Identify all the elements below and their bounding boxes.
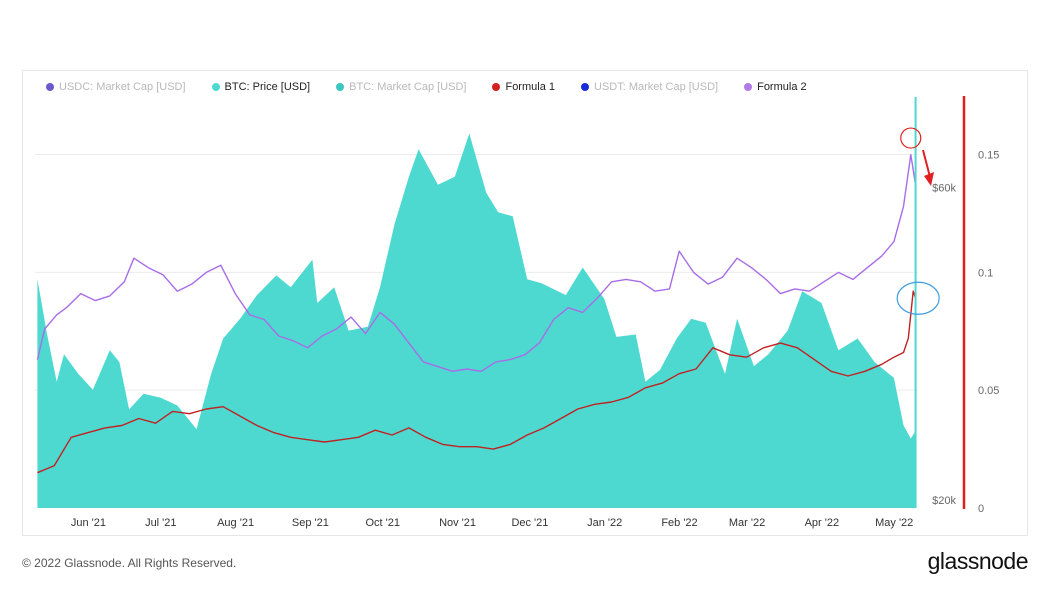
- glassnode-logo[interactable]: glassnode: [927, 548, 1029, 574]
- x-tick-label: Mar '22: [729, 517, 765, 529]
- y-right-tick-label: 0: [978, 503, 984, 515]
- x-tick-label: Jul '21: [145, 517, 176, 529]
- copyright-text: © 2022 Glassnode. All Rights Reserved.: [22, 556, 237, 570]
- x-tick-label: May '22: [875, 517, 913, 529]
- legend-label: USDT: Market Cap [USD]: [594, 81, 719, 93]
- legend-label: BTC: Market Cap [USD]: [349, 81, 467, 93]
- annotation-arrow-head: [924, 172, 934, 186]
- legend-dot-icon: [581, 83, 589, 91]
- formula-1-line: [37, 290, 917, 474]
- chart-frame: [22, 70, 1028, 536]
- legend-label: Formula 1: [505, 81, 555, 93]
- legend-dot-icon: [744, 83, 753, 91]
- legend-dot-icon: [336, 83, 345, 91]
- btc-price-area: [37, 133, 916, 508]
- x-tick-label: Aug '21: [217, 517, 254, 529]
- y-right-tick-label: 0.15: [978, 150, 999, 162]
- legend-dot-icon: [46, 83, 54, 91]
- x-tick-label: Apr '22: [805, 517, 840, 529]
- x-tick-label: Oct '21: [366, 517, 401, 529]
- y-left-tick-label: $20k: [932, 495, 956, 507]
- annotation-arrow-shaft: [922, 149, 931, 178]
- legend-item-3[interactable]: Formula 1: [492, 79, 555, 95]
- annotation-circle-blue: [896, 281, 940, 315]
- legend: USDC: Market Cap [USD] BTC: Price [USD] BT…: [46, 79, 833, 95]
- formula-2-line: [36, 153, 917, 372]
- x-tick-label: Nov '21: [439, 517, 476, 529]
- legend-item-4[interactable]: USDT: Market Cap [USD]: [581, 79, 718, 95]
- x-tick-label: Feb '22: [661, 517, 697, 529]
- y-right-tick-label: 0.05: [978, 385, 999, 397]
- legend-dot-icon: [211, 83, 220, 91]
- legend-dot-icon: [492, 83, 501, 91]
- x-tick-label: Sep '21: [292, 517, 329, 529]
- x-tick-label: Jan '22: [587, 517, 622, 529]
- legend-label: USDC: Market Cap [USD]: [59, 81, 186, 93]
- legend-label: BTC: Price [USD]: [224, 81, 311, 93]
- x-tick-label: Jun '21: [71, 517, 106, 529]
- y-left-tick-label: $60k: [932, 183, 956, 195]
- x-tick-label: Dec '21: [511, 517, 548, 529]
- y-right-tick-label: 0.1: [978, 267, 993, 279]
- legend-item-5[interactable]: Formula 2: [744, 79, 807, 95]
- legend-item-0[interactable]: USDC: Market Cap [USD]: [46, 79, 186, 95]
- legend-item-1[interactable]: BTC: Price [USD]: [211, 79, 311, 95]
- legend-label: Formula 2: [757, 81, 807, 93]
- legend-item-2[interactable]: BTC: Market Cap [USD]: [336, 79, 466, 95]
- annotation-circle-red: [900, 127, 922, 149]
